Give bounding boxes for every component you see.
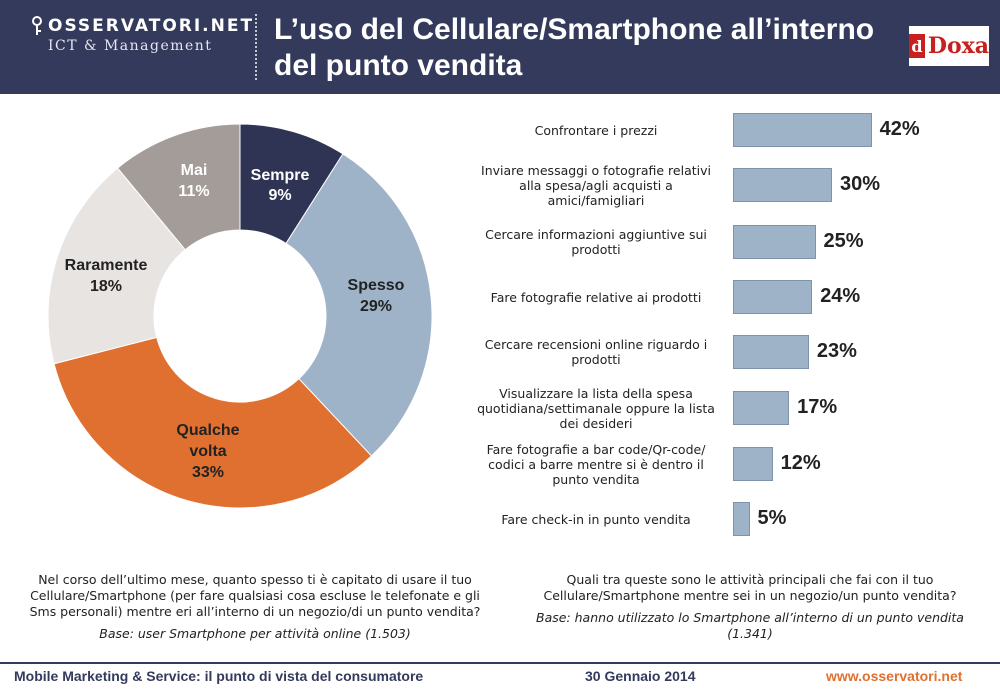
bar-value-7: 12% — [780, 452, 821, 474]
title-line-2: del punto vendita — [274, 49, 523, 82]
pie-base: Base: user Smartphone per attività onlin… — [99, 626, 411, 641]
bar-value-8: 5% — [757, 507, 787, 529]
bar-label-7: Fare fotografie a bar code/Qr-code/ codi… — [486, 441, 706, 487]
bar-value-1: 42% — [879, 118, 920, 140]
bar-label-6: Visualizzare la lista della spesa quotid… — [477, 385, 715, 431]
bar-check-in — [733, 502, 750, 536]
slice-mai — [116, 123, 241, 251]
bar-value-4: 24% — [820, 285, 861, 307]
bar-value-6: 17% — [797, 396, 838, 418]
pie-label-mai: Mai — [181, 162, 208, 179]
pie-label-raramente: Raramente — [65, 257, 148, 274]
bar-inviare-messaggi — [733, 168, 832, 202]
pie-value-raramente: 18% — [90, 278, 122, 295]
doxa-mark-icon: d — [909, 34, 925, 58]
bar-bar-code — [733, 447, 773, 481]
pie-label-qualche-2: volta — [189, 443, 226, 460]
footer-url[interactable]: www.osservatori.net — [826, 668, 963, 684]
title-line-1: L’uso del Cellulare/Smartphone all’inter… — [274, 13, 875, 46]
bar-cercare-recensioni — [733, 335, 809, 369]
bar-cercare-informazioni — [733, 225, 816, 259]
bar-question-block: Quali tra queste sono le attività princi… — [518, 572, 982, 642]
bar-value-3: 25% — [823, 230, 864, 252]
slice-qualche-volta — [53, 336, 373, 509]
pie-label-qualche-1: Qualche — [176, 422, 239, 439]
key-icon — [32, 16, 42, 35]
pie-value-qualche: 33% — [192, 464, 224, 481]
bar-label-5: Cercare recensioni online riguardo i pro… — [484, 337, 708, 367]
footer-divider — [0, 662, 1000, 664]
bar-value-5: 23% — [816, 340, 857, 362]
pie-question: Nel corso dell’ultimo mese, quanto spess… — [29, 572, 481, 619]
page-title: L’uso del Cellulare/Smartphone all’inter… — [274, 12, 894, 84]
doxa-logo[interactable]: d Doxa — [909, 26, 989, 66]
pie-value-sempre: 9% — [268, 187, 291, 204]
pie-value-spesso: 29% — [360, 298, 392, 315]
bar-base: Base: hanno utilizzato lo Smartphone all… — [536, 610, 964, 641]
bar-confrontare-prezzi — [733, 113, 872, 147]
pie-label-sempre: Sempre — [251, 167, 310, 184]
donut-chart: Sempre 9% Spesso 29% Qualche volta 33% R… — [47, 123, 433, 509]
bar-question: Quali tra queste sono le attività princi… — [543, 572, 957, 603]
logo-sub-text: ICT & Management — [48, 38, 213, 54]
bar-label-2: Inviare messaggi o fotografie relativi a… — [481, 162, 711, 208]
pie-question-block: Nel corso dell’ultimo mese, quanto spess… — [20, 572, 490, 642]
footer-date: 30 Gennaio 2014 — [585, 668, 696, 684]
pie-value-mai: 11% — [178, 183, 209, 200]
bar-lista-spesa — [733, 391, 790, 425]
doxa-text: Doxa — [927, 33, 989, 59]
bar-label-1: Confrontare i prezzi — [534, 122, 658, 138]
header-divider — [255, 14, 259, 80]
logo-main-text: OSSERVATORI.NET — [48, 16, 255, 36]
slice-spesso — [285, 153, 433, 457]
bar-label-8: Fare check-in in punto vendita — [501, 511, 691, 527]
bar-value-2: 30% — [840, 173, 881, 195]
pie-label-spesso: Spesso — [348, 277, 405, 294]
bar-label-4: Fare fotografie relative ai prodotti — [490, 289, 702, 305]
bar-label-3: Cercare informazioni aggiuntive sui prod… — [485, 227, 707, 257]
footer-left: Mobile Marketing & Service: il punto di … — [14, 668, 424, 684]
bar-fotografie-prodotti — [733, 280, 813, 314]
header-band: OSSERVATORI.NET ICT & Management L’uso d… — [0, 0, 1000, 94]
slice-raramente — [47, 167, 186, 365]
osservatori-logo[interactable]: OSSERVATORI.NET ICT & Management — [30, 16, 254, 54]
